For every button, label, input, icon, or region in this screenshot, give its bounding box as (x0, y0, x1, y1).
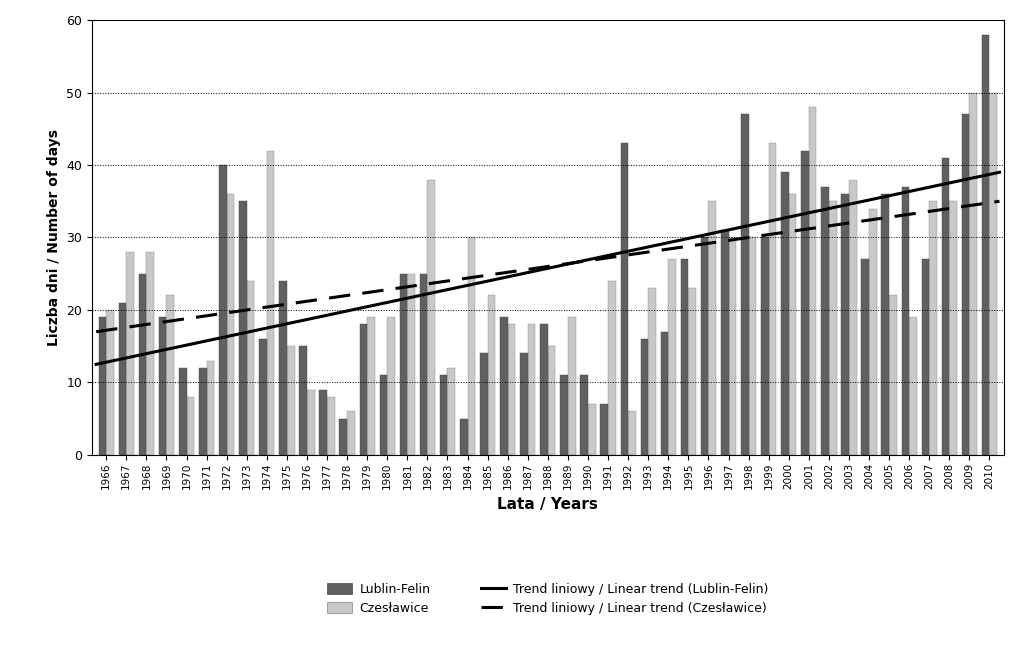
Bar (560, 375, 568, 455)
Bar (146, 252, 154, 455)
Bar (179, 368, 186, 455)
Bar (226, 194, 234, 455)
Bar (901, 187, 909, 455)
Bar (801, 151, 809, 455)
Bar (340, 419, 347, 455)
Bar (949, 201, 957, 455)
Bar (788, 194, 797, 455)
Bar (447, 368, 455, 455)
Bar (399, 274, 408, 455)
Bar (669, 259, 676, 455)
Bar (138, 274, 146, 455)
Bar (741, 114, 749, 455)
Bar (520, 353, 527, 455)
Bar (387, 317, 395, 455)
Bar (186, 397, 195, 455)
Bar (427, 179, 435, 455)
Bar (909, 317, 916, 455)
Bar (648, 288, 655, 455)
Bar (809, 107, 816, 455)
Bar (621, 143, 628, 455)
Bar (280, 281, 287, 455)
Bar (962, 114, 970, 455)
Bar (861, 259, 869, 455)
Bar (761, 237, 769, 455)
Bar (882, 194, 889, 455)
Bar (420, 274, 427, 455)
Bar (319, 389, 327, 455)
Legend: Lublin-Felin, Czesławice, Trend liniowy / Linear trend (Lublin-Felin), Trend lin: Lublin-Felin, Czesławice, Trend liniowy … (327, 583, 769, 615)
Bar (781, 172, 788, 455)
Bar (219, 165, 226, 455)
Bar (922, 259, 929, 455)
Bar (307, 389, 314, 455)
Bar (749, 237, 756, 455)
Bar (207, 361, 214, 455)
Bar (106, 310, 114, 455)
Bar (688, 288, 696, 455)
Bar (588, 404, 596, 455)
Bar (581, 375, 588, 455)
Bar (821, 187, 828, 455)
Bar (869, 209, 877, 455)
Bar (849, 179, 857, 455)
Bar (239, 201, 247, 455)
Y-axis label: Liczba dni / Number of days: Liczba dni / Number of days (47, 129, 60, 346)
Bar (247, 281, 254, 455)
Bar (500, 317, 508, 455)
Bar (527, 324, 536, 455)
Bar (568, 317, 575, 455)
Bar (942, 158, 949, 455)
Bar (548, 347, 555, 455)
Bar (98, 317, 106, 455)
Bar (929, 201, 937, 455)
Bar (267, 151, 274, 455)
Bar (541, 324, 548, 455)
Bar (989, 92, 997, 455)
Bar (889, 296, 897, 455)
Bar (970, 92, 977, 455)
Bar (508, 324, 515, 455)
Bar (440, 375, 447, 455)
Bar (681, 259, 688, 455)
Bar (608, 281, 615, 455)
Bar (982, 35, 989, 455)
Bar (709, 201, 716, 455)
Bar (380, 375, 387, 455)
Bar (480, 353, 487, 455)
Bar (159, 317, 167, 455)
Bar (641, 339, 648, 455)
Bar (600, 404, 608, 455)
Bar (359, 324, 368, 455)
Bar (628, 411, 636, 455)
Bar (126, 252, 134, 455)
Bar (828, 201, 837, 455)
Bar (721, 230, 728, 455)
Bar (299, 347, 307, 455)
Bar (259, 339, 267, 455)
Bar (119, 302, 126, 455)
Bar (468, 237, 475, 455)
Bar (408, 274, 415, 455)
Bar (347, 411, 354, 455)
Bar (487, 296, 496, 455)
Bar (728, 237, 736, 455)
Bar (700, 237, 709, 455)
Bar (199, 368, 207, 455)
Bar (660, 332, 669, 455)
X-axis label: Lata / Years: Lata / Years (498, 497, 598, 512)
Bar (842, 194, 849, 455)
Bar (327, 397, 335, 455)
Bar (368, 317, 375, 455)
Bar (287, 347, 295, 455)
Bar (460, 419, 468, 455)
Bar (769, 143, 776, 455)
Bar (167, 296, 174, 455)
